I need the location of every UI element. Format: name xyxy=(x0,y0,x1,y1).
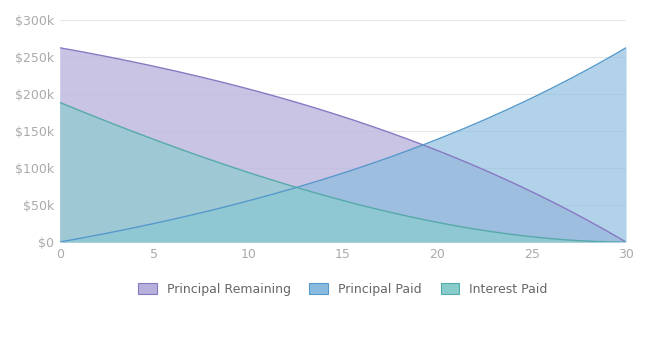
Legend: Principal Remaining, Principal Paid, Interest Paid: Principal Remaining, Principal Paid, Int… xyxy=(132,277,554,302)
